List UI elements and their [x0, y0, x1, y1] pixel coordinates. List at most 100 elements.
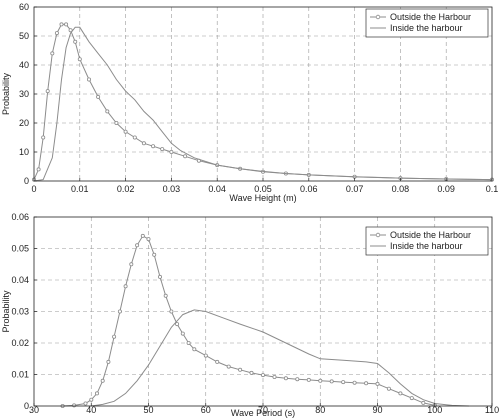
legend-marker — [375, 232, 381, 238]
legend-box — [365, 8, 489, 38]
data-point — [36, 167, 41, 172]
data-point — [132, 135, 137, 140]
data-point — [364, 381, 369, 386]
y-axis-label: Probability — [1, 290, 11, 333]
x-tick-label: 0.09 — [437, 184, 455, 194]
data-point — [157, 274, 162, 279]
legend-label: Outside the Harbour — [390, 12, 471, 22]
data-point — [215, 359, 220, 364]
data-point — [45, 89, 50, 94]
data-point — [114, 121, 119, 126]
chart-1: 0 0.01 0.02 0.03 0.04 0.05 0.06 0.07 0.08 0.09 0.1… — [1, 2, 498, 203]
y-tick-label: 0.02 — [11, 338, 29, 348]
y-tick-label: 40 — [19, 60, 29, 70]
data-point — [386, 386, 391, 391]
y-tick-label: 0.03 — [11, 307, 29, 317]
x-tick-label: 0.08 — [392, 184, 410, 194]
data-point — [306, 377, 311, 382]
x-tick-label: 30 — [29, 405, 39, 415]
data-point — [352, 380, 357, 385]
data-point — [95, 391, 100, 396]
data-point — [249, 370, 254, 375]
data-point — [123, 129, 128, 134]
data-point — [152, 252, 157, 257]
data-point — [140, 233, 145, 238]
data-point — [169, 149, 174, 154]
data-point — [329, 379, 334, 384]
y-tick-label: 30 — [19, 89, 29, 99]
data-point — [141, 141, 146, 146]
x-tick-label: 90 — [372, 405, 382, 415]
data-point — [375, 381, 380, 386]
data-point — [87, 77, 92, 82]
data-point — [295, 377, 300, 382]
chart-2: 30 40 50 60 70 80 90 100 110 0 0.01 0.02 0.03 0.04 0.0… — [1, 212, 499, 418]
series-line-2 — [91, 309, 470, 407]
data-point — [100, 378, 105, 383]
data-point — [341, 380, 346, 385]
data-point — [283, 376, 288, 381]
data-point — [77, 57, 82, 62]
x-tick-label: 50 — [143, 405, 153, 415]
data-point — [96, 94, 101, 99]
x-tick-label: 0.05 — [254, 184, 272, 194]
data-point — [123, 284, 128, 289]
data-point — [146, 237, 151, 242]
x-tick-label: 40 — [86, 405, 96, 415]
data-point — [421, 400, 426, 405]
x-tick-label: 0.01 — [71, 184, 89, 194]
y-tick-label: 0.06 — [11, 212, 29, 222]
x-axis-label: Wave Height (m) — [229, 193, 296, 203]
legend-marker — [375, 14, 381, 20]
legend-box — [365, 226, 489, 256]
data-point — [50, 51, 55, 56]
data-point — [163, 293, 168, 298]
x-tick-label: 0.02 — [117, 184, 135, 194]
x-tick-label: 80 — [315, 405, 325, 415]
data-point — [151, 144, 156, 149]
data-point — [112, 334, 117, 339]
data-point — [192, 347, 197, 352]
data-point — [318, 378, 323, 383]
data-point — [169, 309, 174, 314]
x-tick-label: 70 — [258, 405, 268, 415]
data-point — [106, 359, 111, 364]
data-point — [41, 135, 46, 140]
x-tick-label: 0.04 — [208, 184, 226, 194]
data-point — [226, 364, 231, 369]
data-point — [72, 403, 77, 408]
x-tick-label: 0.07 — [346, 184, 364, 194]
legend-label: Inside the harbour — [390, 23, 463, 33]
legend-label: Inside the harbour — [390, 241, 463, 251]
data-point — [398, 391, 403, 396]
x-tick-label: 0 — [31, 184, 36, 194]
data-point — [203, 353, 208, 358]
data-point — [54, 31, 59, 36]
series-line-2 — [33, 26, 493, 182]
y-tick-label: 10 — [19, 147, 29, 157]
y-tick-label: 0 — [24, 176, 29, 186]
data-point — [64, 22, 69, 27]
data-point — [73, 39, 78, 44]
y-tick-label: 50 — [19, 31, 29, 41]
data-point — [180, 331, 185, 336]
data-point — [59, 22, 64, 27]
y-tick-label: 0 — [24, 401, 29, 411]
y-tick-label: 0.05 — [11, 244, 29, 254]
data-point — [68, 28, 73, 33]
data-point — [129, 262, 134, 267]
y-tick-label: 0.01 — [11, 370, 29, 380]
x-tick-label: 60 — [201, 405, 211, 415]
data-point — [260, 373, 265, 378]
y-tick-label: 0.04 — [11, 275, 29, 285]
x-tick-label: 100 — [427, 405, 442, 415]
data-point — [183, 154, 188, 159]
data-point — [83, 401, 88, 406]
y-tick-label: 20 — [19, 118, 29, 128]
data-point — [186, 340, 191, 345]
x-tick-label: 0.03 — [163, 184, 181, 194]
x-axis-label: Wave Period (s) — [231, 408, 295, 418]
